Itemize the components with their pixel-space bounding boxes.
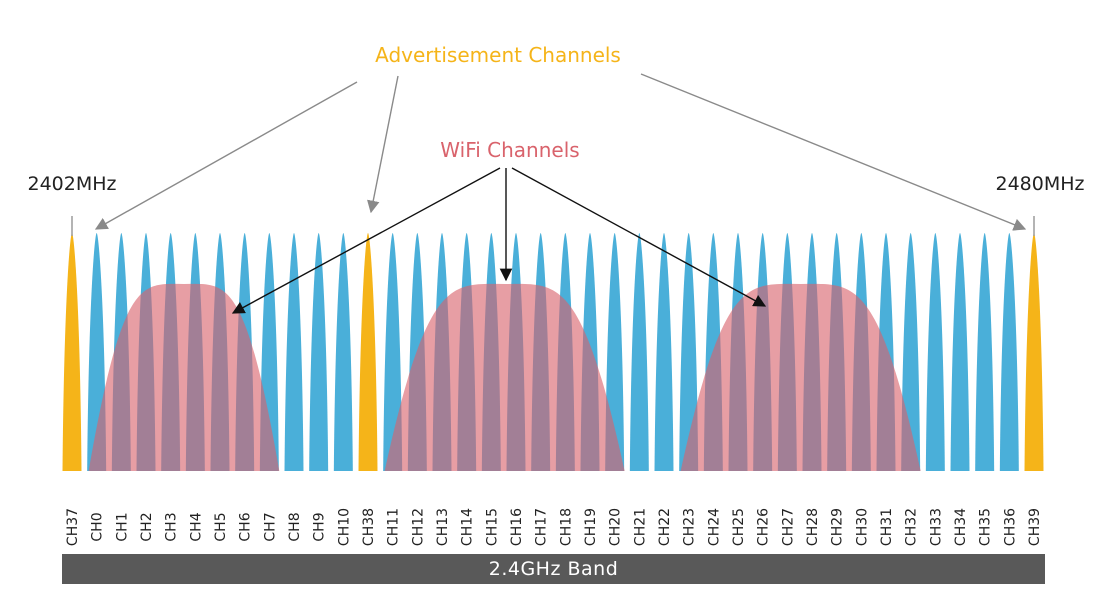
channel-spike-ch35: [975, 233, 995, 471]
wifi-channel-hump-3: [680, 283, 921, 471]
wifi-channel-humps: [88, 283, 921, 471]
channel-label-ch32: CH32: [904, 508, 920, 546]
channel-label-ch25: CH25: [731, 508, 747, 546]
channel-spike-ch38: [358, 233, 378, 471]
channel-spike-ch11: [383, 233, 403, 471]
channel-label-ch9: CH9: [312, 512, 328, 541]
channel-label-ch4: CH4: [188, 512, 204, 541]
channel-label-ch37: CH37: [65, 508, 81, 546]
channel-label-ch21: CH21: [632, 508, 648, 546]
channel-label-ch38: CH38: [361, 508, 377, 546]
channel-label-ch10: CH10: [336, 508, 352, 546]
channel-label-ch29: CH29: [830, 508, 846, 546]
channel-label-ch15: CH15: [484, 508, 500, 546]
channel-label-ch7: CH7: [262, 512, 278, 541]
channel-label-ch27: CH27: [780, 508, 796, 546]
channel-label-ch5: CH5: [213, 512, 229, 541]
channel-spike-ch39: [1024, 233, 1044, 471]
channel-labels: CH37 CH0 CH1 CH2 CH3 CH4 CH5 CH6 CH7 CH8 CH9 CH10 CH…: [65, 508, 1043, 546]
channel-spike-ch22: [654, 233, 674, 471]
freq-label-left: 2402MHz: [27, 173, 116, 195]
channel-spike-ch23: [679, 233, 699, 471]
channel-label-ch20: CH20: [608, 508, 624, 546]
wifi-channel-hump-2: [384, 283, 625, 471]
channel-label-ch16: CH16: [509, 508, 525, 546]
channel-label-ch13: CH13: [435, 508, 451, 546]
channel-label-ch18: CH18: [558, 508, 574, 546]
channel-label-ch35: CH35: [978, 508, 994, 546]
wifi-arrow-3: [511, 167, 767, 307]
advertisement-channels-label: Advertisement Channels: [375, 43, 621, 67]
wifi-arrow-1: [231, 167, 501, 314]
adv-arrow-ch38: [367, 75, 399, 214]
channel-label-ch3: CH3: [164, 512, 180, 541]
wifi-arrows: [231, 167, 767, 314]
channel-label-ch24: CH24: [706, 508, 722, 546]
channel-label-ch2: CH2: [139, 512, 155, 541]
channel-label-ch17: CH17: [534, 508, 550, 546]
advertisement-arrows: [94, 73, 1027, 231]
channel-label-ch6: CH6: [238, 512, 254, 541]
channel-label-ch30: CH30: [854, 508, 870, 546]
channel-label-ch34: CH34: [953, 508, 969, 546]
channel-spike-ch34: [950, 233, 970, 471]
channel-label-ch11: CH11: [386, 508, 402, 546]
channel-label-ch1: CH1: [114, 512, 130, 541]
channel-spike-ch9: [309, 233, 329, 471]
channel-label-ch8: CH8: [287, 512, 303, 541]
channel-label-ch23: CH23: [682, 508, 698, 546]
channel-spike-ch21: [629, 233, 649, 471]
channel-spike-ch37: [62, 233, 82, 471]
adv-arrow-ch39: [640, 73, 1027, 231]
channel-spike-ch8: [284, 233, 304, 471]
channel-spike-ch10: [333, 233, 353, 471]
channel-label-ch22: CH22: [657, 508, 673, 546]
wifi-channels-label: WiFi Channels: [440, 138, 579, 162]
freq-label-right: 2480MHz: [995, 173, 1084, 195]
channel-label-ch28: CH28: [805, 508, 821, 546]
channel-label-ch0: CH0: [90, 512, 106, 541]
channel-spike-ch36: [999, 233, 1019, 471]
channel-spike-ch33: [925, 233, 945, 471]
band-bar: 2.4GHz Band: [62, 554, 1045, 584]
channel-label-ch19: CH19: [583, 508, 599, 546]
channel-label-ch36: CH36: [1002, 508, 1018, 546]
channel-label-ch26: CH26: [756, 508, 772, 546]
channel-label-ch33: CH33: [928, 508, 944, 546]
wifi-channel-hump-1: [88, 283, 280, 471]
adv-arrow-ch37: [94, 81, 358, 230]
channel-label-ch12: CH12: [410, 508, 426, 546]
channel-label-ch39: CH39: [1027, 508, 1043, 546]
channel-label-ch14: CH14: [460, 508, 476, 546]
channel-label-ch31: CH31: [879, 508, 895, 546]
